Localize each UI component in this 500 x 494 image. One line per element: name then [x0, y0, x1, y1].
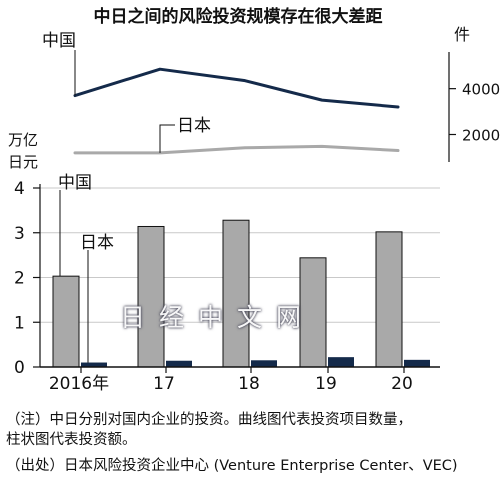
bar-china — [299, 257, 327, 368]
bar-label-japan: 日本 — [80, 233, 114, 253]
line-label-leader-japan — [159, 124, 175, 153]
note-source: （出处）日本风险投资企业中心 (Venture Enterprise Cente… — [6, 458, 458, 474]
x-tick-label: 19 — [315, 374, 337, 394]
bar-china — [137, 225, 165, 368]
line-y-ticks: 4000 2000 — [449, 81, 500, 145]
bar-ytick-label: 4 — [14, 179, 25, 199]
bar-china — [375, 231, 403, 368]
watermark: 日经中文网 — [120, 303, 316, 332]
line-series-japan — [73, 144, 400, 155]
note-line-1: （注）中日分别对国内企业的投资。曲线图代表投资项目数量， — [6, 412, 412, 428]
line-ytick-label: 4000 — [462, 81, 500, 99]
bar-ylabel-line2: 日元 — [8, 153, 38, 171]
note-line-2: 柱状图代表投资额。 — [6, 432, 137, 448]
line-label-japan: 日本 — [177, 116, 211, 136]
bar-ytick-label: 3 — [14, 224, 25, 244]
bar-ylabel-line1: 万亿 — [8, 131, 38, 149]
x-tick-label: 20 — [391, 374, 413, 394]
chart-title: 中日之间的风险投资规模存在很大差距 — [94, 6, 383, 27]
bar-china — [222, 219, 250, 368]
bar-japan — [166, 360, 192, 367]
bar-japan — [404, 359, 430, 367]
bar-label-china: 中国 — [58, 173, 92, 193]
x-tick-label: 17 — [153, 374, 175, 394]
bar-japan — [251, 360, 277, 367]
bar-japan — [328, 357, 354, 367]
bar-china — [52, 275, 80, 368]
x-tick-label: 2016年 — [49, 374, 109, 394]
line-label-china: 中国 — [42, 31, 76, 51]
line-series-group — [73, 67, 400, 155]
x-tick-labels: 2016年 17 18 19 20 — [49, 367, 413, 394]
bar-ytick-label: 0 — [14, 358, 25, 378]
bar-ytick-label: 2 — [14, 269, 25, 289]
line-unit-label: 件 — [454, 25, 470, 44]
line-ytick-label: 2000 — [462, 127, 500, 145]
x-tick-label: 18 — [238, 374, 260, 394]
bar-japan — [81, 362, 107, 367]
bar-y-ticks: 0 1 2 3 4 — [14, 179, 41, 378]
bar-series-group — [40, 219, 440, 368]
bar-ytick-label: 1 — [14, 313, 25, 333]
line-series-china — [73, 67, 400, 109]
